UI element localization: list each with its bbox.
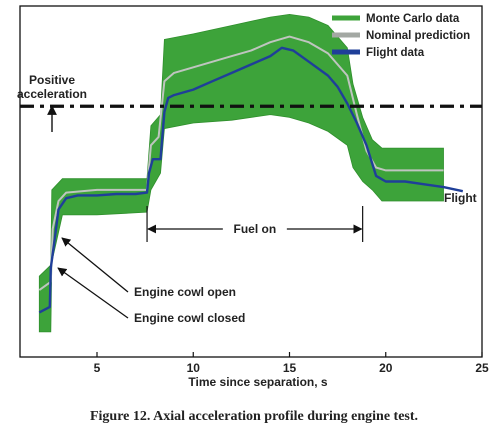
engine-cowl-notes: Engine cowl open Engine cowl closed (57, 237, 245, 325)
plot-area (19, 5, 483, 358)
flight-data-line (38, 46, 464, 314)
fuel-on-span: Fuel on (146, 206, 364, 242)
monte-carlo-band (38, 13, 444, 333)
nominal-prediction-line (38, 35, 444, 291)
positive-label-line2: acceleration (17, 87, 87, 101)
x-tick-label: 10 (187, 361, 201, 375)
monte-carlo-band-layer (38, 13, 444, 333)
legend-label-nominal: Nominal prediction (366, 30, 470, 42)
plot-frame (19, 5, 483, 358)
legend-label-monte-carlo: Monte Carlo data (366, 13, 460, 25)
cowl-closed-arrow (57, 267, 129, 319)
cowl-closed-label: Engine cowl closed (134, 311, 245, 325)
legend-label-flight: Flight data (366, 47, 425, 59)
x-tick-label: 5 (94, 361, 101, 375)
flight-label: Flight (444, 191, 477, 205)
x-tick-label: 15 (283, 361, 297, 375)
x-tick-label: 20 (379, 361, 393, 375)
figure-caption: Figure 12. Axial acceleration profile du… (90, 409, 418, 424)
x-axis-label: Time since separation, s (188, 375, 327, 389)
cowl-open-label: Engine cowl open (134, 285, 236, 299)
x-tick-label: 25 (475, 361, 489, 375)
x-axis-ticks: 5 10 15 20 25 (94, 352, 489, 375)
positive-label-line1: Positive (29, 73, 75, 87)
fuel-on-label: Fuel on (234, 222, 277, 236)
positive-acceleration-note: Positive acceleration (17, 73, 87, 132)
cowl-open-arrow (61, 237, 129, 293)
series-line-layer (38, 35, 464, 314)
legend: Monte Carlo data Nominal prediction Flig… (332, 13, 470, 59)
